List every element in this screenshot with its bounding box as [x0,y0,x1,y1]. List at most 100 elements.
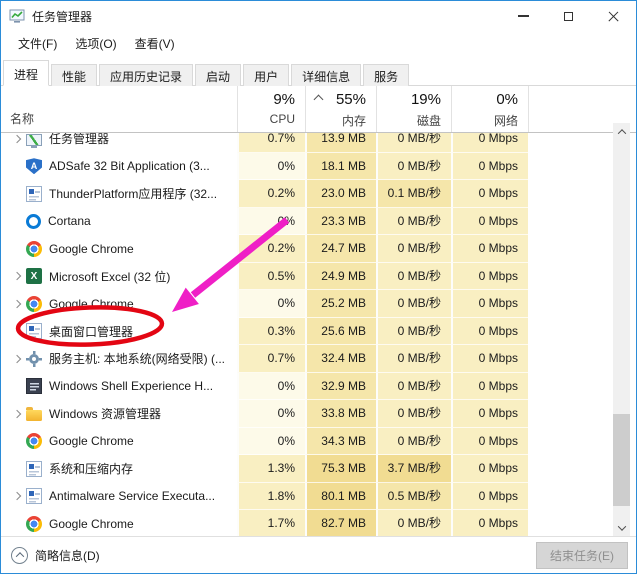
tab-启动[interactable]: 启动 [195,64,242,86]
tab-用户[interactable]: 用户 [243,64,290,86]
cell-cpu: 0.7% [237,133,305,153]
cell-net: 0 Mbps [451,262,528,290]
process-name-cell: Microsoft Excel (32 位) [1,263,237,291]
end-task-button[interactable]: 结束任务(E) [536,541,628,569]
process-name: 系统和压缩内存 [49,462,134,477]
process-row[interactable]: Google Chrome 0% 25.2 MB 0 MB/秒 0 Mbps [1,290,613,318]
expand-chevron-icon[interactable] [9,273,24,279]
cell-mem: 33.8 MB [305,400,376,428]
process-row[interactable]: 桌面窗口管理器 0.3% 25.6 MB 0 MB/秒 0 Mbps [1,317,613,346]
cell-net: 0 Mbps [451,207,528,235]
minimize-button[interactable] [501,1,546,31]
scroll-down-button[interactable] [613,519,630,536]
expand-chevron-icon[interactable] [9,356,24,362]
fewer-details-toggle[interactable]: 简略信息(D) [11,546,100,564]
tab-进程[interactable]: 进程 [3,60,50,86]
shield-icon [26,158,42,175]
excel-icon [26,268,42,285]
cell-mem: 24.7 MB [305,235,376,263]
titlebar: 任务管理器 [1,1,636,31]
tab-详细信息[interactable]: 详细信息 [291,64,362,86]
window-controls [501,1,636,31]
tab-应用历史记录[interactable]: 应用历史记录 [99,64,194,86]
cell-disk: 0.5 MB/秒 [376,482,451,510]
row-spacer [528,318,613,346]
menu-item[interactable]: 文件(F) [18,36,58,51]
tab-服务[interactable]: 服务 [363,64,410,86]
close-button[interactable] [591,1,636,31]
row-spacer [528,428,613,456]
column-disk[interactable]: 19% 磁盘 [376,86,451,132]
cell-net: 0 Mbps [451,510,528,538]
process-row[interactable]: Microsoft Excel (32 位) 0.5%24.9 MB0 MB/秒0… [1,262,613,291]
vertical-scrollbar[interactable] [613,123,630,536]
cell-net: 0 Mbps [451,317,528,345]
expand-chevron-icon[interactable] [9,493,24,499]
window-icon [26,185,42,202]
process-name-cell: Google Chrome [1,290,237,318]
process-row[interactable]: Antimalware Service Executa... 1.8% 80.1 M… [1,482,613,511]
cell-cpu: 0.2% [237,235,305,263]
process-row[interactable]: Google Chrome 1.7% 82.7 MB 0 MB/秒 0 Mbps [1,510,613,538]
cell-mem: 32.9 MB [305,372,376,400]
menu-bar: 文件(F) 选项(O) 查看(V) [1,31,636,55]
cell-disk: 0 MB/秒 [376,207,451,235]
row-spacer [528,373,613,401]
row-spacer [528,455,613,483]
process-name-cell: Cortana [1,208,237,236]
process-row[interactable]: Cortana 0% 23.3 MB 0 MB/秒 0 Mbps [1,207,613,236]
chevron-down-icon [617,521,626,531]
window-icon [26,460,42,477]
cell-disk: 0 MB/秒 [376,235,451,263]
cell-disk: 3.7 MB/秒 [376,455,451,483]
process-row[interactable]: Google Chrome 0.2% 24.7 MB 0 MB/秒 0 Mbps [1,235,613,263]
process-row[interactable]: 服务主机: 本地系统(网络受限) (... 0.7% 32.4 MB 0 MB/秒 0 … [1,345,613,373]
process-name-cell: 系统和压缩内存 [1,455,237,483]
tab-性能[interactable]: 性能 [51,64,98,86]
process-row[interactable]: ThunderPlatform应用程序 (32... 0.2% 23.0 MB 0.1… [1,180,613,208]
process-name: Windows 资源管理器 [49,407,162,422]
process-row[interactable]: 任务管理器 0.7% 13.9 MB 0 MB/秒 0 Mbps [1,133,613,153]
process-row[interactable]: 系统和压缩内存 1.3% 75.3 MB 3.7 MB/秒 0 Mbps [1,455,613,483]
network-column-label: 网络 [493,114,518,128]
cpu-column-label: CPU [269,112,295,126]
row-spacer [528,345,613,373]
menu-item[interactable]: 选项(O) [75,36,117,51]
process-name: Google Chrome [49,516,134,531]
column-cpu[interactable]: 9% CPU [237,86,305,132]
row-spacer [528,180,613,208]
row-spacer [528,208,613,236]
cell-mem: 34.3 MB [305,427,376,455]
process-name: ADSafe 32 Bit Application (3... [49,159,210,174]
process-row[interactable]: Google Chrome 0% 34.3 MB 0 MB/秒 0 Mbps [1,427,613,456]
process-name: Microsoft Excel (32 位) [49,269,171,284]
cell-cpu: 1.3% [237,455,305,483]
cell-mem: 13.9 MB [305,133,376,153]
process-row[interactable]: ADSafe 32 Bit Application (3... 0%18.1 MB… [1,152,613,180]
column-name[interactable]: 名称 [10,112,35,126]
chrome-icon [26,433,42,450]
window-icon [26,488,42,505]
expand-chevron-icon[interactable] [9,136,24,142]
expand-chevron-icon[interactable] [9,411,24,417]
expand-chevron-icon[interactable] [9,301,24,307]
maximize-button[interactable] [546,1,591,31]
cell-disk: 0 MB/秒 [376,400,451,428]
scrollbar-thumb[interactable] [613,414,630,506]
column-memory[interactable]: 55% 内存 [305,86,376,132]
tab-bar: 进程 性能 应用历史记录 启动 用户 详细信息 服务 [1,55,636,86]
process-row[interactable]: Windows 资源管理器 0% 33.8 MB 0 MB/秒 0 Mbps [1,400,613,428]
row-spacer [528,483,613,511]
window-title: 任务管理器 [32,9,93,24]
cell-net: 0 Mbps [451,427,528,455]
menu-item[interactable]: 查看(V) [134,36,175,51]
column-network[interactable]: 0% 网络 [451,86,528,132]
chrome-icon [26,240,42,257]
window-dark-icon [26,378,42,395]
cell-net: 0 Mbps [451,372,528,400]
window-icon [26,323,42,340]
process-row[interactable]: Windows Shell Experience H... 0% 32.9 MB 0 … [1,372,613,401]
scroll-up-button[interactable] [613,123,630,140]
cell-cpu: 0.3% [237,317,305,345]
